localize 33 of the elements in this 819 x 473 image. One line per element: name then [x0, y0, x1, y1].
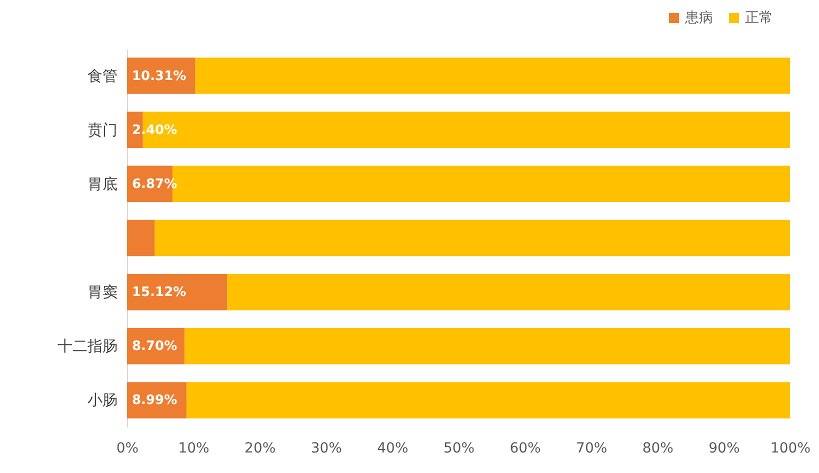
legend-label: 正常 [745, 10, 773, 26]
bar [127, 58, 196, 94]
data-label: 8.99% [132, 393, 178, 408]
data-label: 10.31% [132, 68, 186, 84]
x-tick-label: 10% [178, 440, 210, 456]
bar [184, 328, 790, 364]
x-tick-label: 50% [443, 440, 475, 456]
bar [154, 220, 790, 256]
data-label: 6.87% [132, 176, 178, 192]
x-tick-label: 70% [576, 440, 608, 456]
x-tick-label: 80% [642, 440, 674, 456]
data-label: 2.40% [132, 122, 178, 138]
data-label: 15.12% [132, 285, 186, 300]
x-tick-label: 40% [377, 440, 408, 456]
y-tick-label: 胃窦 [88, 283, 118, 302]
x-tick-label: 20% [244, 440, 276, 456]
x-tick-label: 90% [708, 440, 740, 456]
bar [186, 382, 790, 418]
legend-label: 患病 [684, 10, 713, 26]
x-tick-label: 60% [510, 440, 541, 456]
x-tick-label: 30% [310, 440, 342, 456]
x-tick-label: 0% [116, 440, 139, 456]
bar [127, 220, 155, 256]
y-tick-label: 胃底 [88, 174, 118, 193]
bar [127, 274, 228, 310]
data-label: 8.70% [132, 339, 178, 354]
x-tick-label: 100% [770, 440, 811, 456]
y-tick-label: 贲门 [88, 120, 118, 139]
y-tick-label: 小肠 [88, 391, 118, 410]
bar [195, 58, 790, 94]
y-tick-label: 十二指肠 [58, 337, 118, 356]
bar [227, 274, 790, 310]
y-tick-label: 食管 [88, 66, 118, 85]
